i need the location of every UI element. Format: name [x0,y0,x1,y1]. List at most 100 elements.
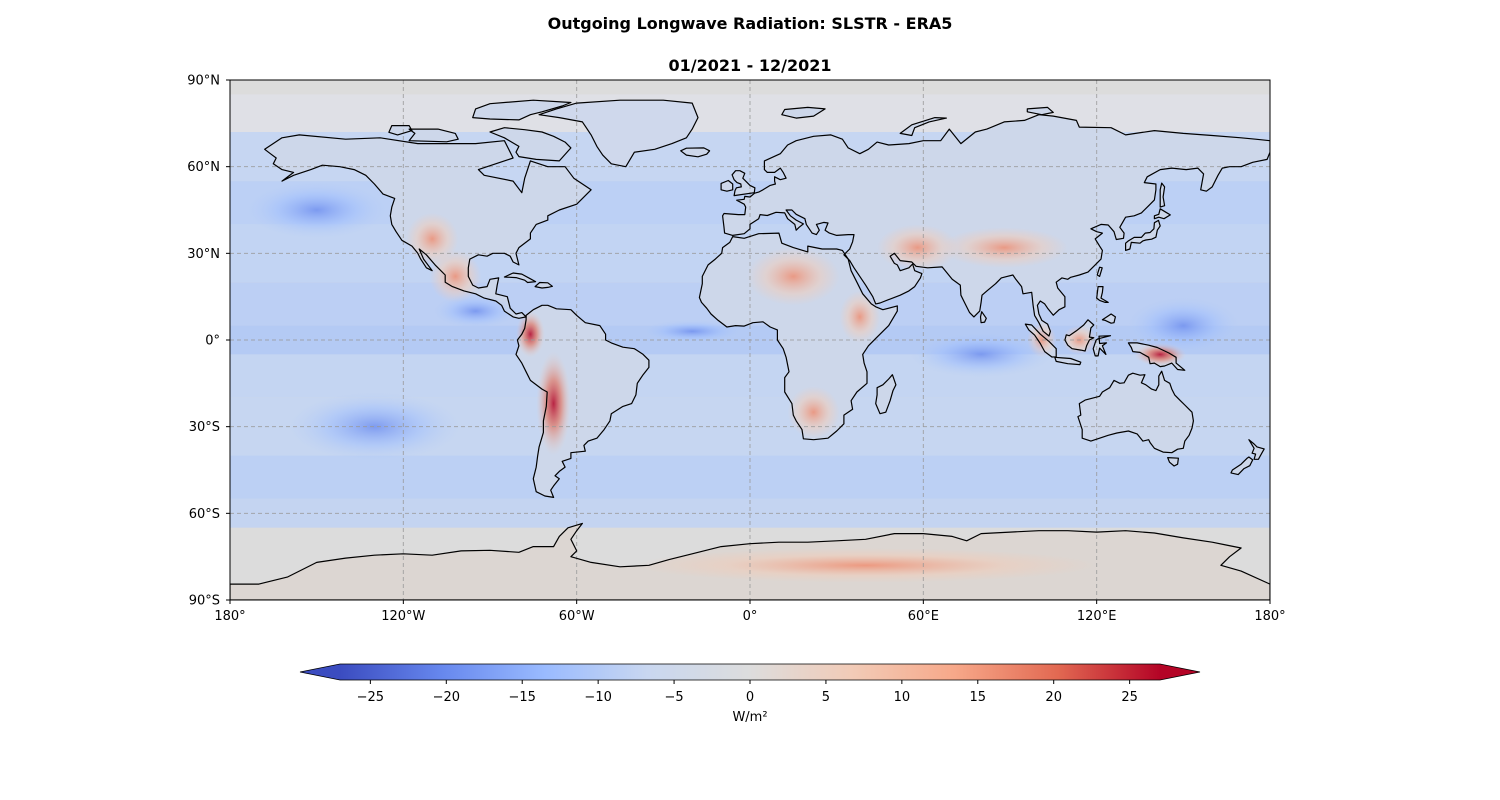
colorbar-tick-label: 0 [746,690,754,705]
coastline-cuba [503,272,537,284]
figure-title: Outgoing Longwave Radiation: SLSTR - ERA… [547,14,953,33]
lon-tick-label: 120°W [381,609,425,624]
lat-tick-label: 60°N [187,160,220,175]
land-tasmania [1167,457,1179,466]
colorbar-tick-label: 20 [1045,690,1062,705]
coastline-britain [731,170,756,197]
coastline-baffin [489,127,572,162]
coastline-philippines-luzon [1096,286,1109,303]
lat-tick-label: 0° [205,334,220,349]
lat-tick-label: 90°S [189,594,220,609]
land-new-zealand-n [1248,439,1265,460]
coastline-banks [388,124,413,136]
land-new-zealand-s [1231,457,1253,475]
coastline-south-america [515,304,650,498]
colorbar-extend-max [1160,664,1200,680]
cold-anomaly-north-pacific [244,181,389,239]
colorbar-tick-label: −10 [584,690,611,705]
coastline-hispaniola [534,281,554,289]
land-philippines-mindanao [1102,314,1116,324]
coastline-ellesmere [472,99,572,121]
lon-tick-label: 120°E [1077,609,1117,624]
land-australia [1077,371,1194,453]
land-novaya-zemlya [900,117,947,136]
colorbar-tick-label: 10 [894,690,911,705]
warm-anomaly-us-rockies [406,212,459,265]
cold-anomaly-atlantic-itcz [640,319,745,343]
coastline-north-america [264,134,592,319]
coastline-antarctica [230,522,1270,600]
land-ireland [721,180,733,192]
land-baffin [490,127,571,161]
coastline-madagascar [875,374,897,415]
cold-anomaly-pacific-east [432,293,519,329]
land-greenland [539,100,698,167]
colorbar-tick-label: 5 [822,690,830,705]
colorbar: −25 −20 −15 −10 −5 0 5 10 15 20 25 W/m² [299,663,1201,725]
colorbar-ticks: −25 −20 −15 −10 −5 0 5 10 15 20 25 [357,680,1138,705]
land-japan [1125,220,1161,251]
warm-anomaly-sahara [747,247,840,306]
map-panel [230,80,1270,600]
land-hokkaido [1154,208,1171,219]
coastline-new-guinea [1127,342,1186,371]
warm-anomaly-east-africa [839,290,880,343]
coastline-japan [1124,219,1161,251]
land-eurasia [722,114,1270,336]
lat-tick-label: 30°N [187,247,220,262]
land-madagascar [875,374,896,414]
colorbar-label: W/m² [732,710,767,725]
land-java [1054,357,1081,365]
ocean-band [230,94,1270,132]
coastline-taiwan [1096,266,1103,277]
coastline-sakhalin [1159,182,1166,208]
warm-anomaly-tibet [940,227,1068,268]
cold-anomaly-indian-ocean [908,331,1054,378]
land-philippines-luzon [1096,286,1109,303]
colorbar-tick-label: −20 [433,690,460,705]
land-cuba [504,273,536,283]
gridlines [230,80,1270,600]
latitude-axis: 90°N 60°N 30°N 0° 30°S 60°S 90°S [187,74,230,609]
coastline-victoria-isl [408,128,459,143]
coastline-sri-lanka [979,311,987,324]
coastline-tasmania [1167,457,1180,467]
land-hispaniola [535,282,553,288]
land-africa [699,233,898,440]
lat-tick-label: 30°S [189,420,220,435]
coastline-ireland [720,179,734,192]
coastline-iceland [680,147,711,158]
lat-tick-label: 60°S [189,507,220,522]
lon-tick-label: 180° [1254,609,1285,624]
coastline-greenland [538,99,699,168]
warm-anomaly-southern-africa [787,386,840,439]
land-iceland [680,147,710,157]
colorbar-tick-label: 15 [970,690,987,705]
colorbar-extend-min [300,664,340,680]
colorbar-tick-label: −15 [509,690,536,705]
coastline-philippines-mindanao [1101,313,1117,324]
coastline-novaya-zemlya [899,116,948,137]
land-banks [388,125,412,135]
cold-anomaly-south-pacific [287,392,462,462]
coastlines [230,99,1270,600]
land-taiwan [1097,267,1103,277]
figure-subtitle: 01/2021 - 12/2021 [668,56,832,75]
ocean-band [230,455,1270,499]
coastline-severnaya [1026,106,1054,116]
longitude-axis: 180° 120°W 60°W 0° 60°E 120°E 180° [214,600,1286,624]
cold-anomaly-western-pacific [1125,296,1242,355]
colorbar-tick-label: −5 [664,690,683,705]
colorbar-tick-label: 25 [1121,690,1138,705]
warm-anomaly-andes-north [516,311,545,358]
lon-tick-label: 60°E [908,609,939,624]
coastline-sulawesi [1092,335,1112,357]
colorbar-gradient [340,664,1160,680]
warm-anomaly-iran [877,224,958,271]
lon-tick-label: 0° [743,609,758,624]
coastline-australia [1077,370,1195,454]
land-sri-lanka [980,311,987,323]
coastline-new-zealand-s [1230,456,1254,476]
colorbar-outline [299,663,1201,681]
